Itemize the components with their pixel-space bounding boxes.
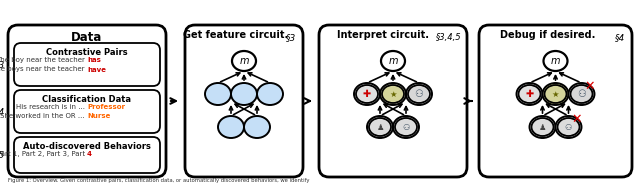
Text: §3: §3 — [0, 60, 5, 69]
Text: §3: §3 — [285, 33, 296, 42]
Text: Classification Data: Classification Data — [42, 95, 131, 104]
Ellipse shape — [257, 83, 283, 105]
Text: The boys near the teacher: The boys near the teacher — [0, 66, 87, 73]
Ellipse shape — [529, 116, 556, 138]
FancyBboxPatch shape — [8, 25, 166, 177]
FancyBboxPatch shape — [14, 43, 160, 86]
Ellipse shape — [408, 85, 430, 103]
Ellipse shape — [531, 118, 554, 136]
Ellipse shape — [382, 85, 404, 103]
Text: His research is in ...: His research is in ... — [16, 104, 87, 110]
Text: §5: §5 — [0, 151, 5, 159]
FancyBboxPatch shape — [14, 137, 160, 173]
FancyBboxPatch shape — [185, 25, 303, 177]
Text: ⚇: ⚇ — [564, 122, 572, 132]
Text: ✚: ✚ — [363, 89, 371, 99]
FancyBboxPatch shape — [479, 25, 632, 177]
Text: ★: ★ — [389, 90, 397, 98]
Ellipse shape — [568, 83, 595, 105]
Ellipse shape — [381, 51, 405, 71]
Text: Get feature circuit.: Get feature circuit. — [184, 30, 289, 40]
Ellipse shape — [232, 51, 256, 71]
Text: Debug if desired.: Debug if desired. — [500, 30, 595, 40]
Text: Contrastive Pairs: Contrastive Pairs — [46, 48, 128, 57]
FancyBboxPatch shape — [14, 90, 160, 133]
Text: The boy near the teacher: The boy near the teacher — [0, 57, 87, 63]
Ellipse shape — [518, 85, 541, 103]
Text: m: m — [388, 56, 397, 66]
Text: She worked in the OR ...: She worked in the OR ... — [0, 114, 87, 120]
Ellipse shape — [369, 118, 391, 136]
Text: have: have — [87, 66, 106, 73]
Ellipse shape — [545, 85, 566, 103]
Text: §3,4,5: §3,4,5 — [436, 33, 462, 42]
Ellipse shape — [556, 116, 582, 138]
Text: ✚: ✚ — [525, 89, 534, 99]
Text: m: m — [239, 56, 249, 66]
Ellipse shape — [380, 83, 406, 105]
Ellipse shape — [244, 116, 270, 138]
Text: Professor: Professor — [87, 104, 125, 110]
Ellipse shape — [218, 116, 244, 138]
Text: Nurse: Nurse — [87, 114, 110, 120]
Text: Part 1, Part 2, Part 3, Part: Part 1, Part 2, Part 3, Part — [0, 151, 87, 157]
Ellipse shape — [393, 116, 419, 138]
Text: ⚇: ⚇ — [403, 122, 410, 132]
Text: ✕: ✕ — [572, 112, 582, 125]
Ellipse shape — [231, 83, 257, 105]
Text: Data: Data — [71, 31, 102, 44]
Ellipse shape — [406, 83, 432, 105]
Ellipse shape — [543, 51, 568, 71]
Text: m: m — [551, 56, 560, 66]
Ellipse shape — [205, 83, 231, 105]
Text: §4: §4 — [0, 107, 5, 116]
Text: ★: ★ — [552, 90, 559, 98]
Text: ✕: ✕ — [584, 80, 595, 92]
Text: Figure 1: Overview. Given contrastive pairs, classification data, or automatical: Figure 1: Overview. Given contrastive pa… — [8, 178, 310, 183]
Text: ⚇: ⚇ — [577, 89, 586, 99]
FancyBboxPatch shape — [319, 25, 467, 177]
Ellipse shape — [516, 83, 543, 105]
Text: 4: 4 — [87, 151, 92, 157]
Ellipse shape — [557, 118, 579, 136]
Text: ⚇: ⚇ — [415, 89, 424, 99]
Ellipse shape — [367, 116, 393, 138]
Ellipse shape — [354, 83, 380, 105]
Ellipse shape — [543, 83, 568, 105]
Text: ♟: ♟ — [539, 122, 547, 132]
Text: Interpret circuit.: Interpret circuit. — [337, 30, 429, 40]
Ellipse shape — [356, 85, 378, 103]
Ellipse shape — [395, 118, 417, 136]
Text: has: has — [87, 57, 101, 63]
Text: ♟: ♟ — [376, 122, 384, 132]
Ellipse shape — [570, 85, 593, 103]
Text: Auto-discovered Behaviors: Auto-discovered Behaviors — [23, 142, 151, 151]
Text: §4: §4 — [615, 33, 625, 42]
